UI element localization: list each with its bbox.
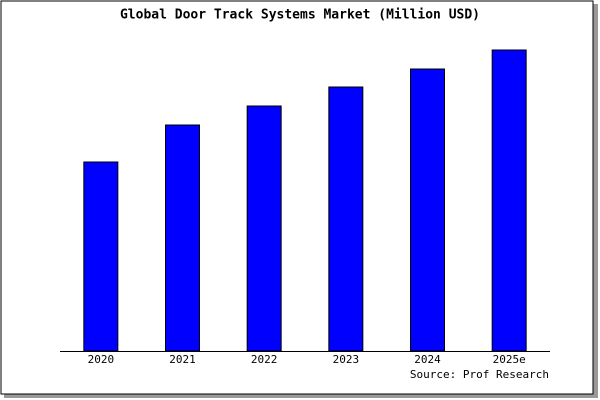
x-tick-label: 2023	[333, 353, 360, 366]
bar	[83, 161, 119, 352]
x-tick-label: 2024	[414, 353, 441, 366]
bar	[328, 86, 364, 352]
x-tick-label: 2020	[88, 353, 115, 366]
bar	[491, 49, 527, 352]
chart-title: Global Door Track Systems Market (Millio…	[120, 8, 480, 23]
x-tick-label: 2021	[169, 353, 196, 366]
bar	[246, 105, 282, 352]
x-tick-label: 2022	[251, 353, 278, 366]
bar	[410, 68, 445, 352]
source-note: Source: Prof Research	[410, 368, 549, 381]
plot-area	[60, 50, 550, 351]
bar	[165, 124, 200, 352]
x-tick-label: 2025e	[493, 353, 526, 366]
